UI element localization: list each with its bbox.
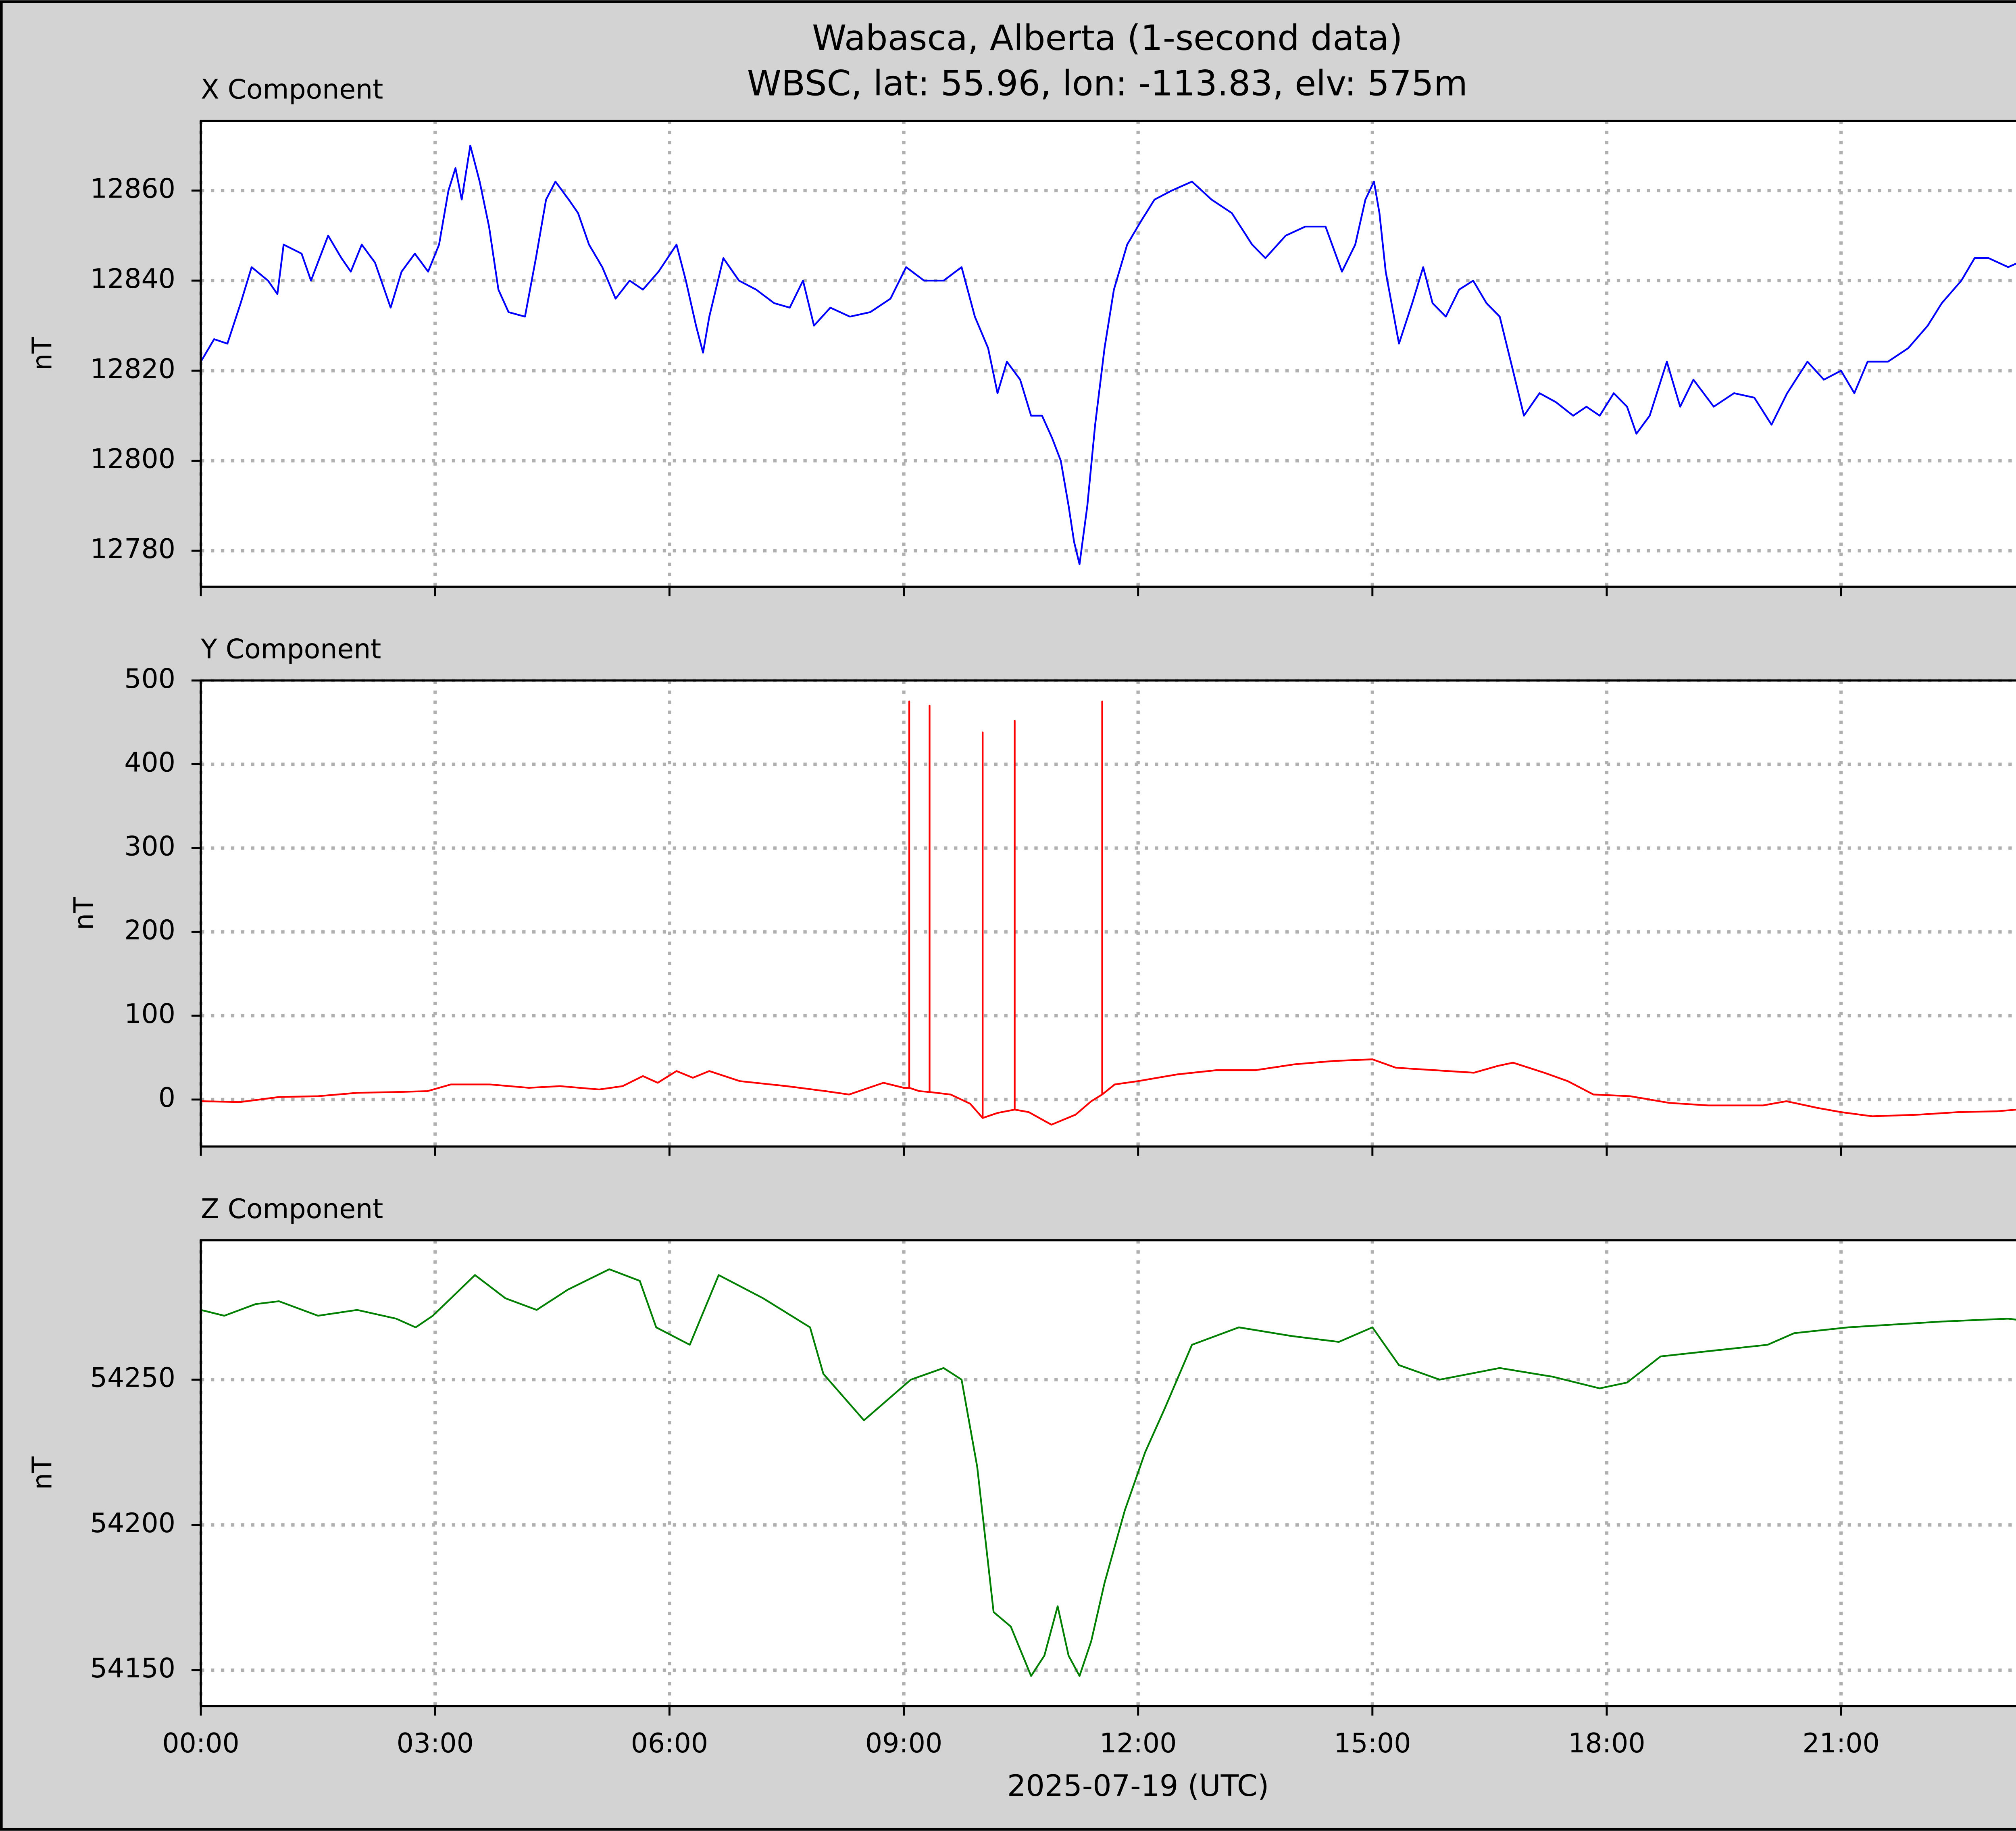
y-axis-label: nT bbox=[27, 337, 58, 371]
plot-area bbox=[201, 121, 2016, 587]
panel-title: X Component bbox=[201, 74, 383, 105]
figure-subtitle: WBSC, lat: 55.96, lon: -113.83, elv: 575… bbox=[747, 64, 1468, 104]
series-group bbox=[201, 700, 2016, 1126]
data-line bbox=[201, 144, 2016, 565]
x-tick-label: 00:00 bbox=[162, 1727, 239, 1759]
figure-title: Wabasca, Alberta (1-second data) bbox=[812, 18, 1403, 58]
y-tick-label: 100 bbox=[124, 998, 175, 1029]
y-tick-label: 54250 bbox=[90, 1362, 175, 1394]
y-tick-label: 400 bbox=[124, 747, 175, 778]
x-tick-label: 06:00 bbox=[631, 1727, 708, 1759]
x-tick-label: 03:00 bbox=[397, 1727, 474, 1759]
y-tick-label: 500 bbox=[124, 663, 175, 694]
data-line bbox=[201, 700, 2016, 1126]
data-line bbox=[201, 1268, 2016, 1677]
y-tick-label: 12860 bbox=[90, 173, 175, 204]
x-axis-label: 2025-07-19 (UTC) bbox=[1007, 1769, 1269, 1803]
y-tick-label: 12780 bbox=[90, 533, 175, 565]
y-axis-label: nT bbox=[68, 897, 100, 930]
y-tick-label: 12800 bbox=[90, 443, 175, 475]
x-tick-label: 18:00 bbox=[1568, 1727, 1645, 1759]
x-tick-label: 12:00 bbox=[1100, 1727, 1177, 1759]
y-tick-label: 54150 bbox=[90, 1652, 175, 1684]
y-tick-label: 12820 bbox=[90, 353, 175, 384]
plot-frame bbox=[200, 119, 2016, 588]
panel-title: Y Component bbox=[200, 633, 381, 665]
y-tick-label: 54200 bbox=[90, 1507, 175, 1539]
plot-area bbox=[201, 680, 2016, 1147]
y-axis-label: nT bbox=[27, 1456, 58, 1490]
panel-title: Z Component bbox=[201, 1193, 383, 1225]
y-tick-label: 200 bbox=[124, 914, 175, 946]
y-tick-label: 0 bbox=[158, 1082, 175, 1113]
plot-frame bbox=[200, 679, 2016, 1148]
y-tick-label: 300 bbox=[124, 830, 175, 862]
x-tick-label: 09:00 bbox=[865, 1727, 942, 1759]
y-tick-label: 12840 bbox=[90, 263, 175, 294]
series-group bbox=[201, 1268, 2016, 1677]
x-tick-label: 15:00 bbox=[1334, 1727, 1411, 1759]
x-tick-label: 21:00 bbox=[1802, 1727, 1879, 1759]
series-group bbox=[201, 144, 2016, 565]
plot-frame bbox=[200, 1239, 2016, 1708]
plot-area bbox=[201, 1240, 2016, 1706]
